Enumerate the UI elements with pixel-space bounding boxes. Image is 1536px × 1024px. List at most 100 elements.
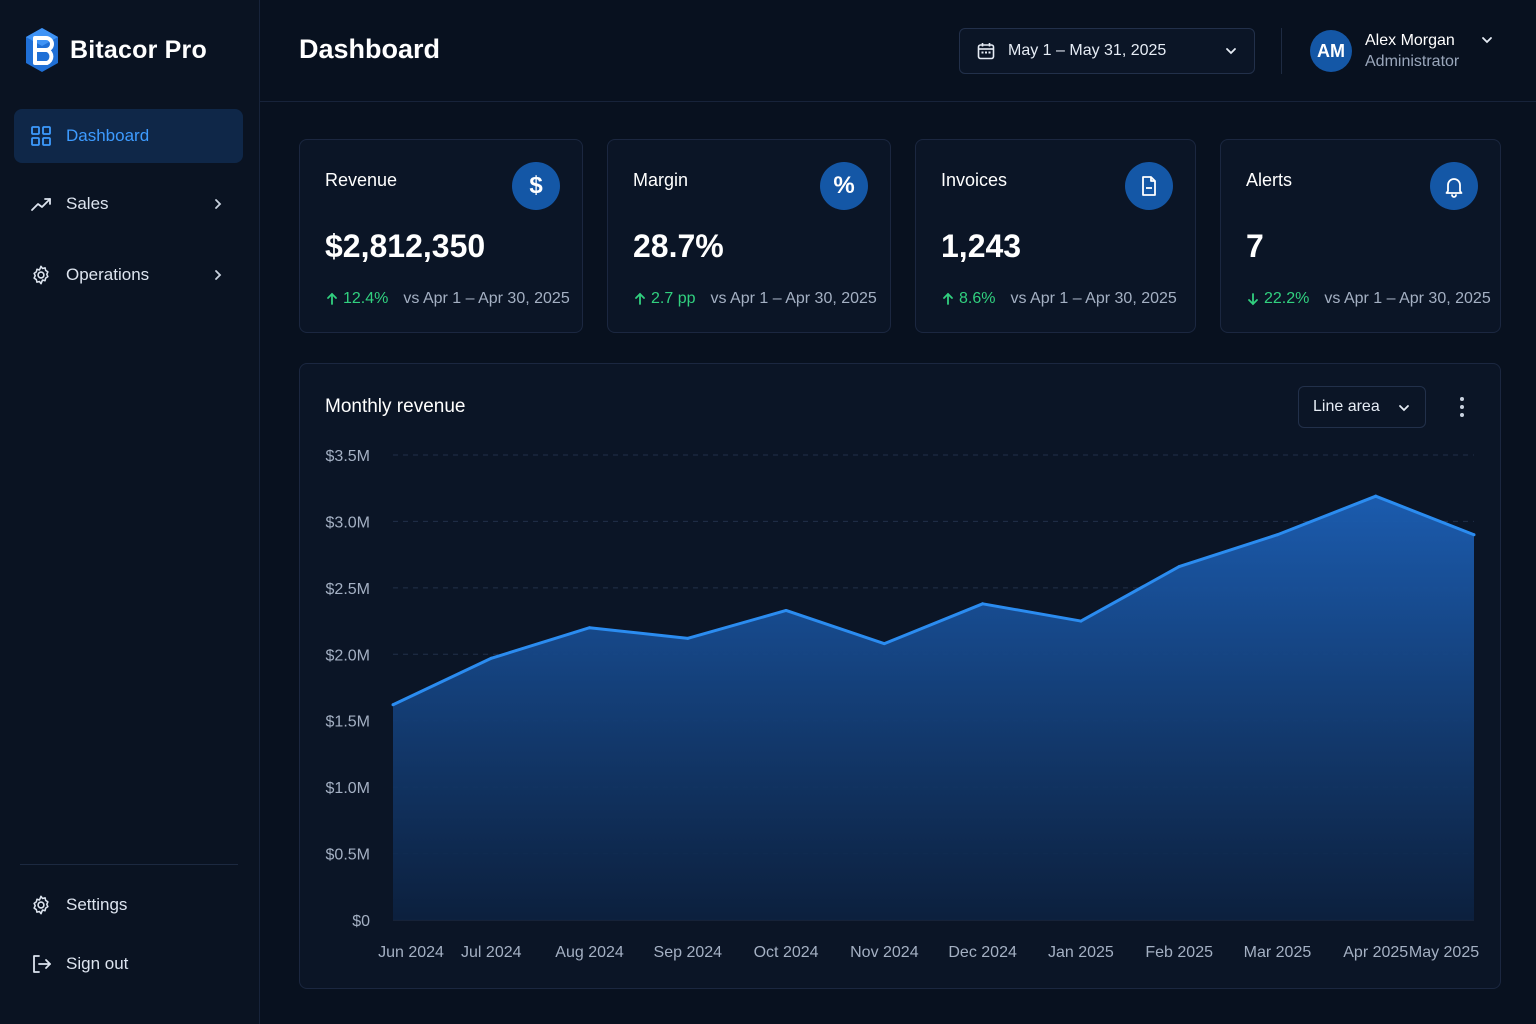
kpi-card-revenue[interactable]: Revenue $ $2,812,350 12.4% vs Apr 1 – Ap… <box>299 139 583 333</box>
brand[interactable]: Bitacor Pro <box>24 26 207 74</box>
data-point <box>882 642 886 646</box>
kpi-compare: vs Apr 1 – Apr 30, 2025 <box>1324 290 1491 307</box>
panel-title: Monthly revenue <box>325 396 466 417</box>
data-point <box>1472 533 1476 537</box>
revenue-area <box>393 496 1474 920</box>
avatar: AM <box>1310 30 1352 72</box>
y-tick-label: $1.5M <box>326 714 370 731</box>
arrow-down-icon <box>1248 293 1258 306</box>
data-point <box>1177 565 1181 569</box>
kpi-delta-value: 2.7 pp <box>651 290 696 307</box>
data-point <box>1079 619 1083 623</box>
chart-type-value: Line area <box>1313 398 1380 415</box>
chart-type-select[interactable]: Line area <box>1298 386 1426 428</box>
sidebar-item-settings[interactable]: Settings <box>14 878 243 932</box>
data-point <box>784 608 788 612</box>
kpi-value: $2,812,350 <box>325 228 486 264</box>
kpi-value: 1,243 <box>941 228 1022 264</box>
sidebar-item-label: Settings <box>66 895 128 914</box>
data-point <box>391 703 395 707</box>
data-point <box>686 636 690 640</box>
sidebar-item-label: Sales <box>66 194 109 213</box>
grid-icon <box>31 126 51 146</box>
topbar-divider <box>1281 28 1282 74</box>
kpi-delta: 12.4% <box>325 290 388 308</box>
topbar: Dashboard May 1 – May 31, 2025 AM Alex M… <box>260 0 1536 102</box>
x-tick-label: Oct 2024 <box>754 944 819 961</box>
arrow-up-icon <box>943 292 953 305</box>
dollar-icon: $ <box>512 162 560 210</box>
kpi-delta-value: 22.2% <box>1264 290 1310 307</box>
kpi-delta: 2.7 pp <box>633 290 695 308</box>
data-point <box>489 656 493 660</box>
x-tick-label: Sep 2024 <box>654 944 723 961</box>
revenue-line <box>392 494 1475 707</box>
x-tick-label: Feb 2025 <box>1145 944 1213 961</box>
brand-logo-icon <box>26 28 58 72</box>
bell-icon <box>1430 162 1478 210</box>
more-options-icon[interactable] <box>1450 392 1474 422</box>
kpi-card-alerts[interactable]: Alerts 7 22.2% vs Apr 1 – Apr 30, 2025 <box>1220 139 1501 333</box>
sidebar-item-label: Operations <box>66 265 150 284</box>
kpi-compare: vs Apr 1 – Apr 30, 2025 <box>710 290 877 307</box>
data-point <box>981 602 985 606</box>
y-tick-label: $1.0M <box>326 780 370 797</box>
kpi-delta: 22.2% <box>1246 290 1309 308</box>
sidebar-item-operations[interactable]: Operations <box>14 248 243 302</box>
gear-icon <box>33 895 49 915</box>
gear-icon <box>33 265 49 285</box>
document-icon <box>1125 162 1173 210</box>
sidebar-item-sign-out[interactable]: Sign out <box>14 937 243 991</box>
monthly-revenue-chart: $0 $0.5M $1.0M $1.5M $2.0M $2.5M $3.0M $3.5M Jun… <box>326 448 1480 961</box>
sidebar-divider <box>20 864 238 865</box>
y-tick-label: $0 <box>352 913 370 930</box>
trend-icon <box>31 198 51 211</box>
calendar-icon <box>977 43 995 60</box>
percent-icon: % <box>820 162 868 210</box>
kpi-footer: 8.6% vs Apr 1 – Apr 30, 2025 <box>941 290 1177 308</box>
x-tick-label: May 2025 <box>1409 944 1479 961</box>
data-point <box>1374 494 1378 498</box>
sidebar-item-sales[interactable]: Sales <box>14 177 243 231</box>
user-role: Administrator <box>1365 53 1460 70</box>
x-tick-label: Apr 2025 <box>1343 944 1408 961</box>
kpi-delta-value: 8.6% <box>959 290 996 307</box>
x-tick-label: Jul 2024 <box>461 944 522 961</box>
y-tick-label: $2.5M <box>326 581 370 598</box>
sidebar-item-label: Sign out <box>66 954 129 973</box>
x-tick-label: Aug 2024 <box>555 944 624 961</box>
chevron-right-icon <box>215 270 222 280</box>
y-tick-label: $3.5M <box>326 448 370 465</box>
kpi-title: Alerts <box>1246 170 1293 190</box>
page-title: Dashboard <box>299 34 441 64</box>
sidebar-item-dashboard[interactable]: Dashboard <box>14 109 243 163</box>
monthly-revenue-panel: $0 $0.5M $1.0M $1.5M $2.0M $2.5M $3.0M $3.5M Jun… <box>299 363 1501 989</box>
chevron-down-icon <box>1399 405 1409 412</box>
x-tick-label: Jun 2024 <box>378 944 444 961</box>
date-range-picker[interactable]: May 1 – May 31, 2025 <box>959 28 1255 74</box>
arrow-up-icon <box>327 292 337 305</box>
sidebar-item-label: Dashboard <box>66 126 150 145</box>
chevron-right-icon <box>215 199 222 209</box>
sign-out-icon <box>33 955 51 973</box>
y-tick-label: $2.0M <box>326 647 370 664</box>
user-name: Alex Morgan <box>1365 32 1455 49</box>
kpi-card-invoices[interactable]: Invoices 1,243 8.6% vs Apr 1 – Apr 30, 2… <box>915 139 1196 333</box>
kpi-value: 28.7% <box>633 228 724 264</box>
y-tick-label: $0.5M <box>326 847 370 864</box>
kpi-footer: 12.4% vs Apr 1 – Apr 30, 2025 <box>325 290 570 308</box>
chevron-down-icon <box>1226 48 1236 55</box>
user-menu[interactable]: AM Alex Morgan Administrator <box>1310 28 1494 74</box>
data-point <box>588 626 592 630</box>
user-info: Alex Morgan Administrator <box>1365 30 1459 72</box>
kpi-footer: 2.7 pp vs Apr 1 – Apr 30, 2025 <box>633 290 877 308</box>
chevron-down-icon <box>1482 37 1493 44</box>
kpi-card-margin[interactable]: Margin % 28.7% 2.7 pp vs Apr 1 – Apr 30,… <box>607 139 891 333</box>
kpi-compare: vs Apr 1 – Apr 30, 2025 <box>1010 290 1177 307</box>
sidebar: Bitacor Pro Dashboard Sales Operations <box>0 0 260 1024</box>
kpi-footer: 22.2% vs Apr 1 – Apr 30, 2025 <box>1246 290 1491 308</box>
kpi-delta: 8.6% <box>941 290 995 308</box>
kpi-delta-value: 12.4% <box>343 290 389 307</box>
x-tick-label: Nov 2024 <box>850 944 919 961</box>
